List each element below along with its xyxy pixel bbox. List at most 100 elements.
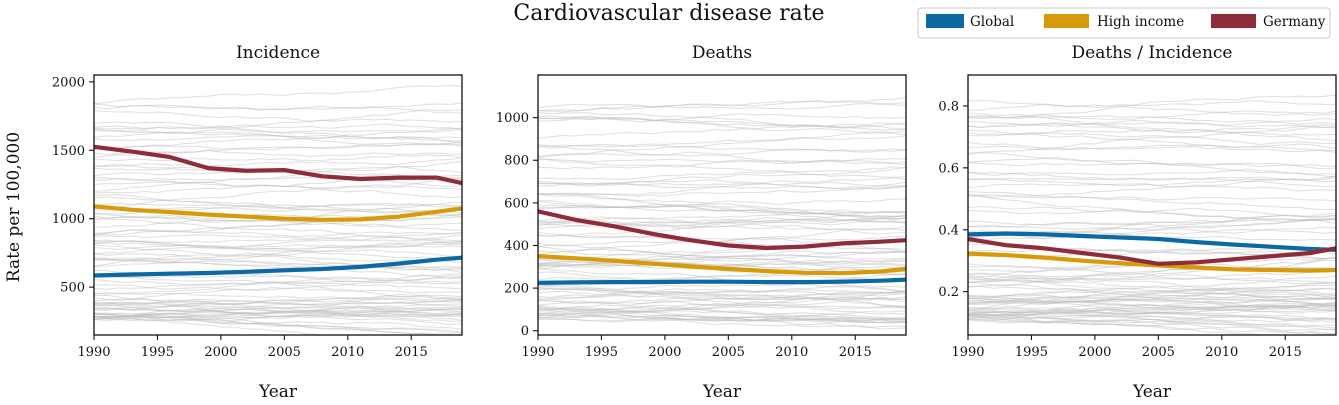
country-line: [968, 256, 1336, 288]
country-line: [968, 217, 1336, 227]
country-line: [538, 226, 906, 256]
country-line: [94, 109, 462, 130]
legend: Global High income Germany: [917, 7, 1331, 39]
country-line: [538, 205, 906, 217]
series-line-high-income: [94, 204, 462, 222]
country-line: [968, 212, 1336, 228]
y-tick-label: 0.8: [938, 99, 959, 114]
x-tick-label: 2000: [1078, 345, 1111, 360]
y-tick-label: 1000: [496, 111, 529, 126]
country-line: [968, 294, 1336, 301]
country-line: [538, 179, 906, 190]
country-line: [968, 287, 1336, 312]
country-line: [94, 252, 462, 272]
country-line: [94, 313, 462, 330]
country-line: [94, 240, 462, 257]
country-line: [968, 161, 1336, 167]
country-line: [968, 317, 1336, 324]
country-line: [94, 127, 462, 151]
country-line: [968, 312, 1336, 335]
country-line: [968, 194, 1336, 224]
country-line: [538, 285, 906, 310]
x-tick-label: 2005: [1142, 345, 1175, 360]
country-line: [968, 193, 1336, 202]
country-line: [538, 216, 906, 226]
country-line: [94, 303, 462, 318]
series-line-germany: [538, 209, 906, 251]
country-line: [94, 303, 462, 315]
country-line: [94, 176, 462, 199]
country-line: [94, 315, 336, 335]
country-line: [94, 307, 462, 322]
country-line: [538, 135, 906, 147]
country-line: [538, 117, 906, 127]
country-line: [94, 128, 462, 138]
country-line: [968, 285, 1336, 307]
country-line: [968, 132, 1336, 146]
country-line: [968, 158, 1336, 170]
country-line: [538, 199, 906, 220]
country-line: [968, 125, 1336, 137]
x-tick-label: 1990: [77, 345, 110, 360]
country-line: [968, 294, 1336, 305]
country-line: [968, 207, 1336, 218]
country-line: [538, 312, 906, 321]
panel-incidence: 1990 1995 2000 2005 2010 2015 500 1000 1500 2000 I…: [52, 43, 463, 402]
y-tick-label: 1500: [52, 144, 85, 159]
country-line: [538, 200, 906, 220]
country-line: [94, 181, 462, 190]
legend-label-germany: Germany: [1263, 14, 1326, 30]
country-line: [968, 306, 1336, 312]
country-line: [538, 167, 906, 186]
country-line: [538, 243, 906, 267]
country-line: [968, 129, 1336, 150]
country-line: [94, 312, 458, 335]
country-line: [538, 157, 906, 170]
country-line: [968, 313, 1336, 329]
country-line: [538, 130, 906, 158]
country-line: [94, 257, 462, 269]
country-line: [968, 284, 1336, 305]
country-line: [538, 307, 906, 323]
country-line: [538, 304, 906, 324]
x-tick-label: 2000: [204, 345, 237, 360]
country-line: [968, 302, 1336, 314]
country-line: [94, 103, 462, 114]
x-tick-label: 2005: [712, 345, 745, 360]
country-line: [968, 303, 1336, 321]
country-line: [538, 185, 906, 197]
country-line: [94, 212, 462, 232]
country-line: [94, 229, 462, 238]
country-line: [968, 114, 1336, 125]
country-line: [94, 302, 462, 312]
country-line: [968, 314, 1336, 321]
country-line: [94, 313, 462, 322]
country-line: [538, 317, 906, 322]
y-tick-label: 500: [60, 281, 85, 296]
country-line: [538, 181, 906, 187]
country-line: [968, 294, 1336, 304]
country-line: [94, 213, 462, 236]
country-line: [538, 143, 906, 152]
country-line: [968, 112, 1336, 142]
country-line: [538, 287, 906, 307]
country-line: [94, 294, 462, 316]
country-line: [94, 157, 462, 168]
y-tick-label: 0.6: [938, 161, 959, 176]
x-tick-label: 2015: [395, 345, 428, 360]
panel-title: Deaths / Incidence: [1072, 43, 1233, 63]
country-line: [968, 314, 1336, 331]
country-line: [968, 179, 1336, 189]
series-line-germany: [94, 144, 462, 186]
y-tick-label: 200: [504, 282, 529, 297]
country-line: [968, 312, 1336, 320]
country-line: [94, 84, 462, 105]
country-line: [538, 296, 906, 315]
panel-title: Incidence: [236, 43, 320, 63]
legend-label-global: Global: [970, 14, 1014, 30]
country-line: [538, 312, 906, 328]
panel-title: Deaths: [692, 43, 752, 63]
country-line: [968, 316, 1336, 335]
country-line: [94, 300, 462, 307]
country-line: [968, 309, 1336, 315]
